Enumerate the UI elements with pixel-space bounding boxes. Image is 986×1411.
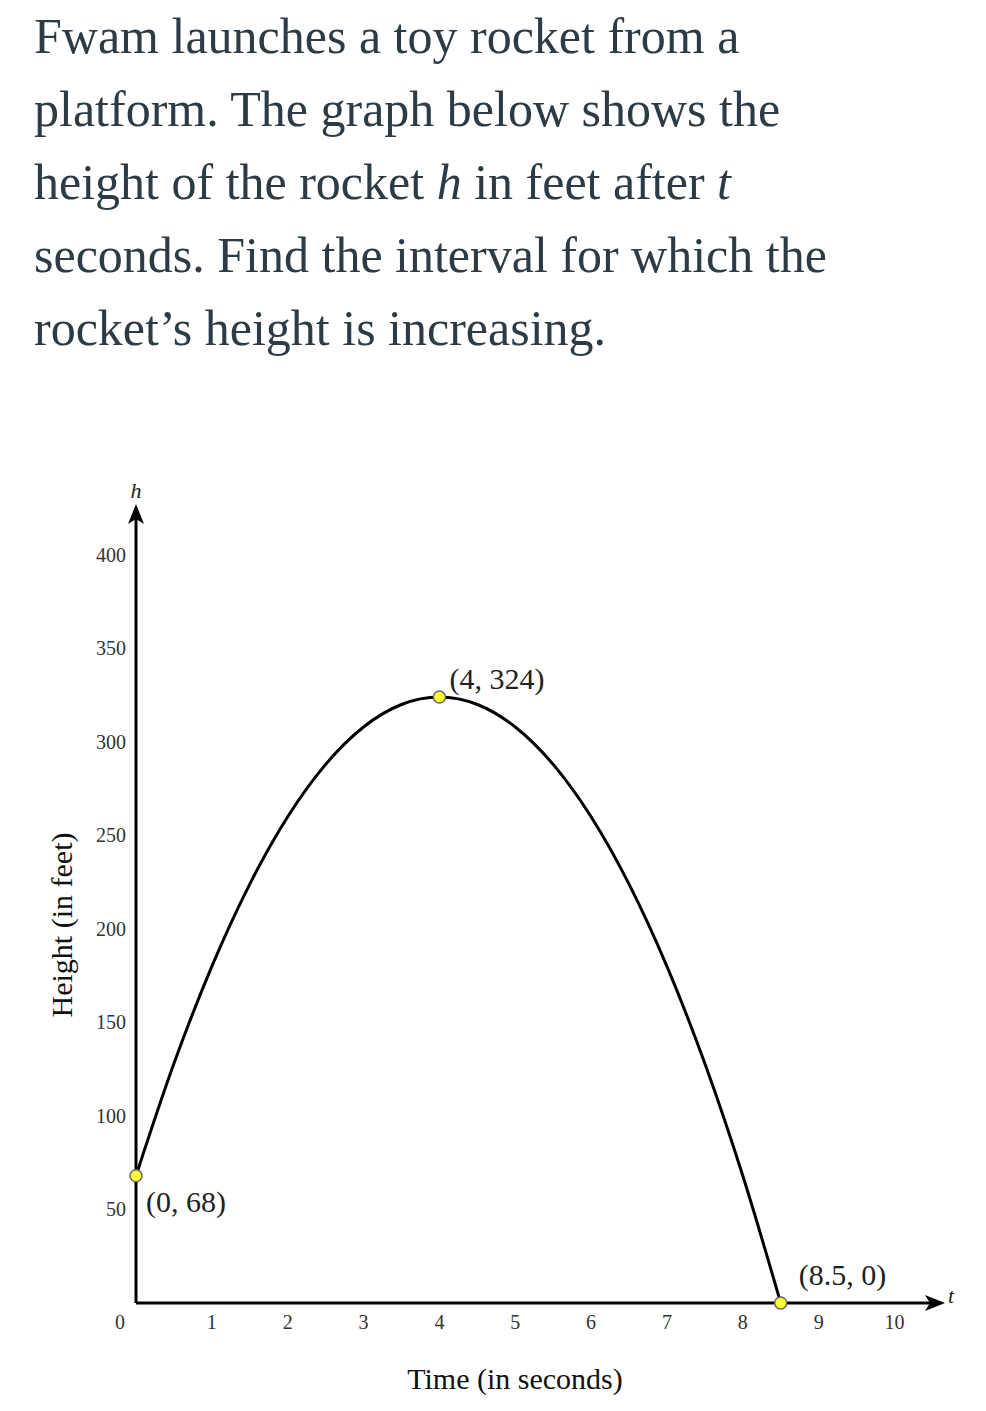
html-text:h: h xyxy=(130,478,142,503)
svg-text:10: 10 xyxy=(884,1311,904,1333)
svg-text:150: 150 xyxy=(96,1011,126,1033)
svg-text:7: 7 xyxy=(662,1311,672,1333)
svg-text:100: 100 xyxy=(96,1105,126,1127)
svg-text:(8.5, 0): (8.5, 0) xyxy=(799,1258,886,1292)
svg-text:(4, 324): (4, 324) xyxy=(449,662,544,696)
html-text:Time (in seconds): Time (in seconds) xyxy=(407,1362,623,1395)
svg-text:0: 0 xyxy=(115,1311,125,1333)
html-text:seconds. Find the interval for: seconds. Find the interval for which the xyxy=(34,227,827,283)
html-text:Fwam launches a toy rocket fro: Fwam launches a toy rocket from a xyxy=(34,8,740,64)
svg-text:(0, 68): (0, 68) xyxy=(146,1185,226,1219)
html-text:rocket’s height is increasing.: rocket’s height is increasing. xyxy=(34,300,607,356)
svg-text:400: 400 xyxy=(96,544,126,566)
svg-text:9: 9 xyxy=(814,1311,824,1333)
svg-text:1: 1 xyxy=(207,1311,217,1333)
svg-text:250: 250 xyxy=(96,824,126,846)
html-text:Height (in feet): Height (in feet) xyxy=(45,832,78,1018)
svg-text:4: 4 xyxy=(434,1311,444,1333)
svg-text:6: 6 xyxy=(586,1311,596,1333)
html-text:t: t xyxy=(948,1283,955,1308)
svg-text:5: 5 xyxy=(510,1311,520,1333)
svg-text:200: 200 xyxy=(96,918,126,940)
svg-text:300: 300 xyxy=(96,731,126,753)
svg-text:350: 350 xyxy=(96,637,126,659)
svg-text:2: 2 xyxy=(283,1311,293,1333)
html-text:platform. The graph below show: platform. The graph below shows the xyxy=(34,81,781,137)
svg-text:8: 8 xyxy=(738,1311,748,1333)
svg-text:50: 50 xyxy=(106,1198,126,1220)
html-text:height of the rocket h in feet: height of the rocket h in feet after t xyxy=(34,154,731,210)
svg-text:3: 3 xyxy=(359,1311,369,1333)
